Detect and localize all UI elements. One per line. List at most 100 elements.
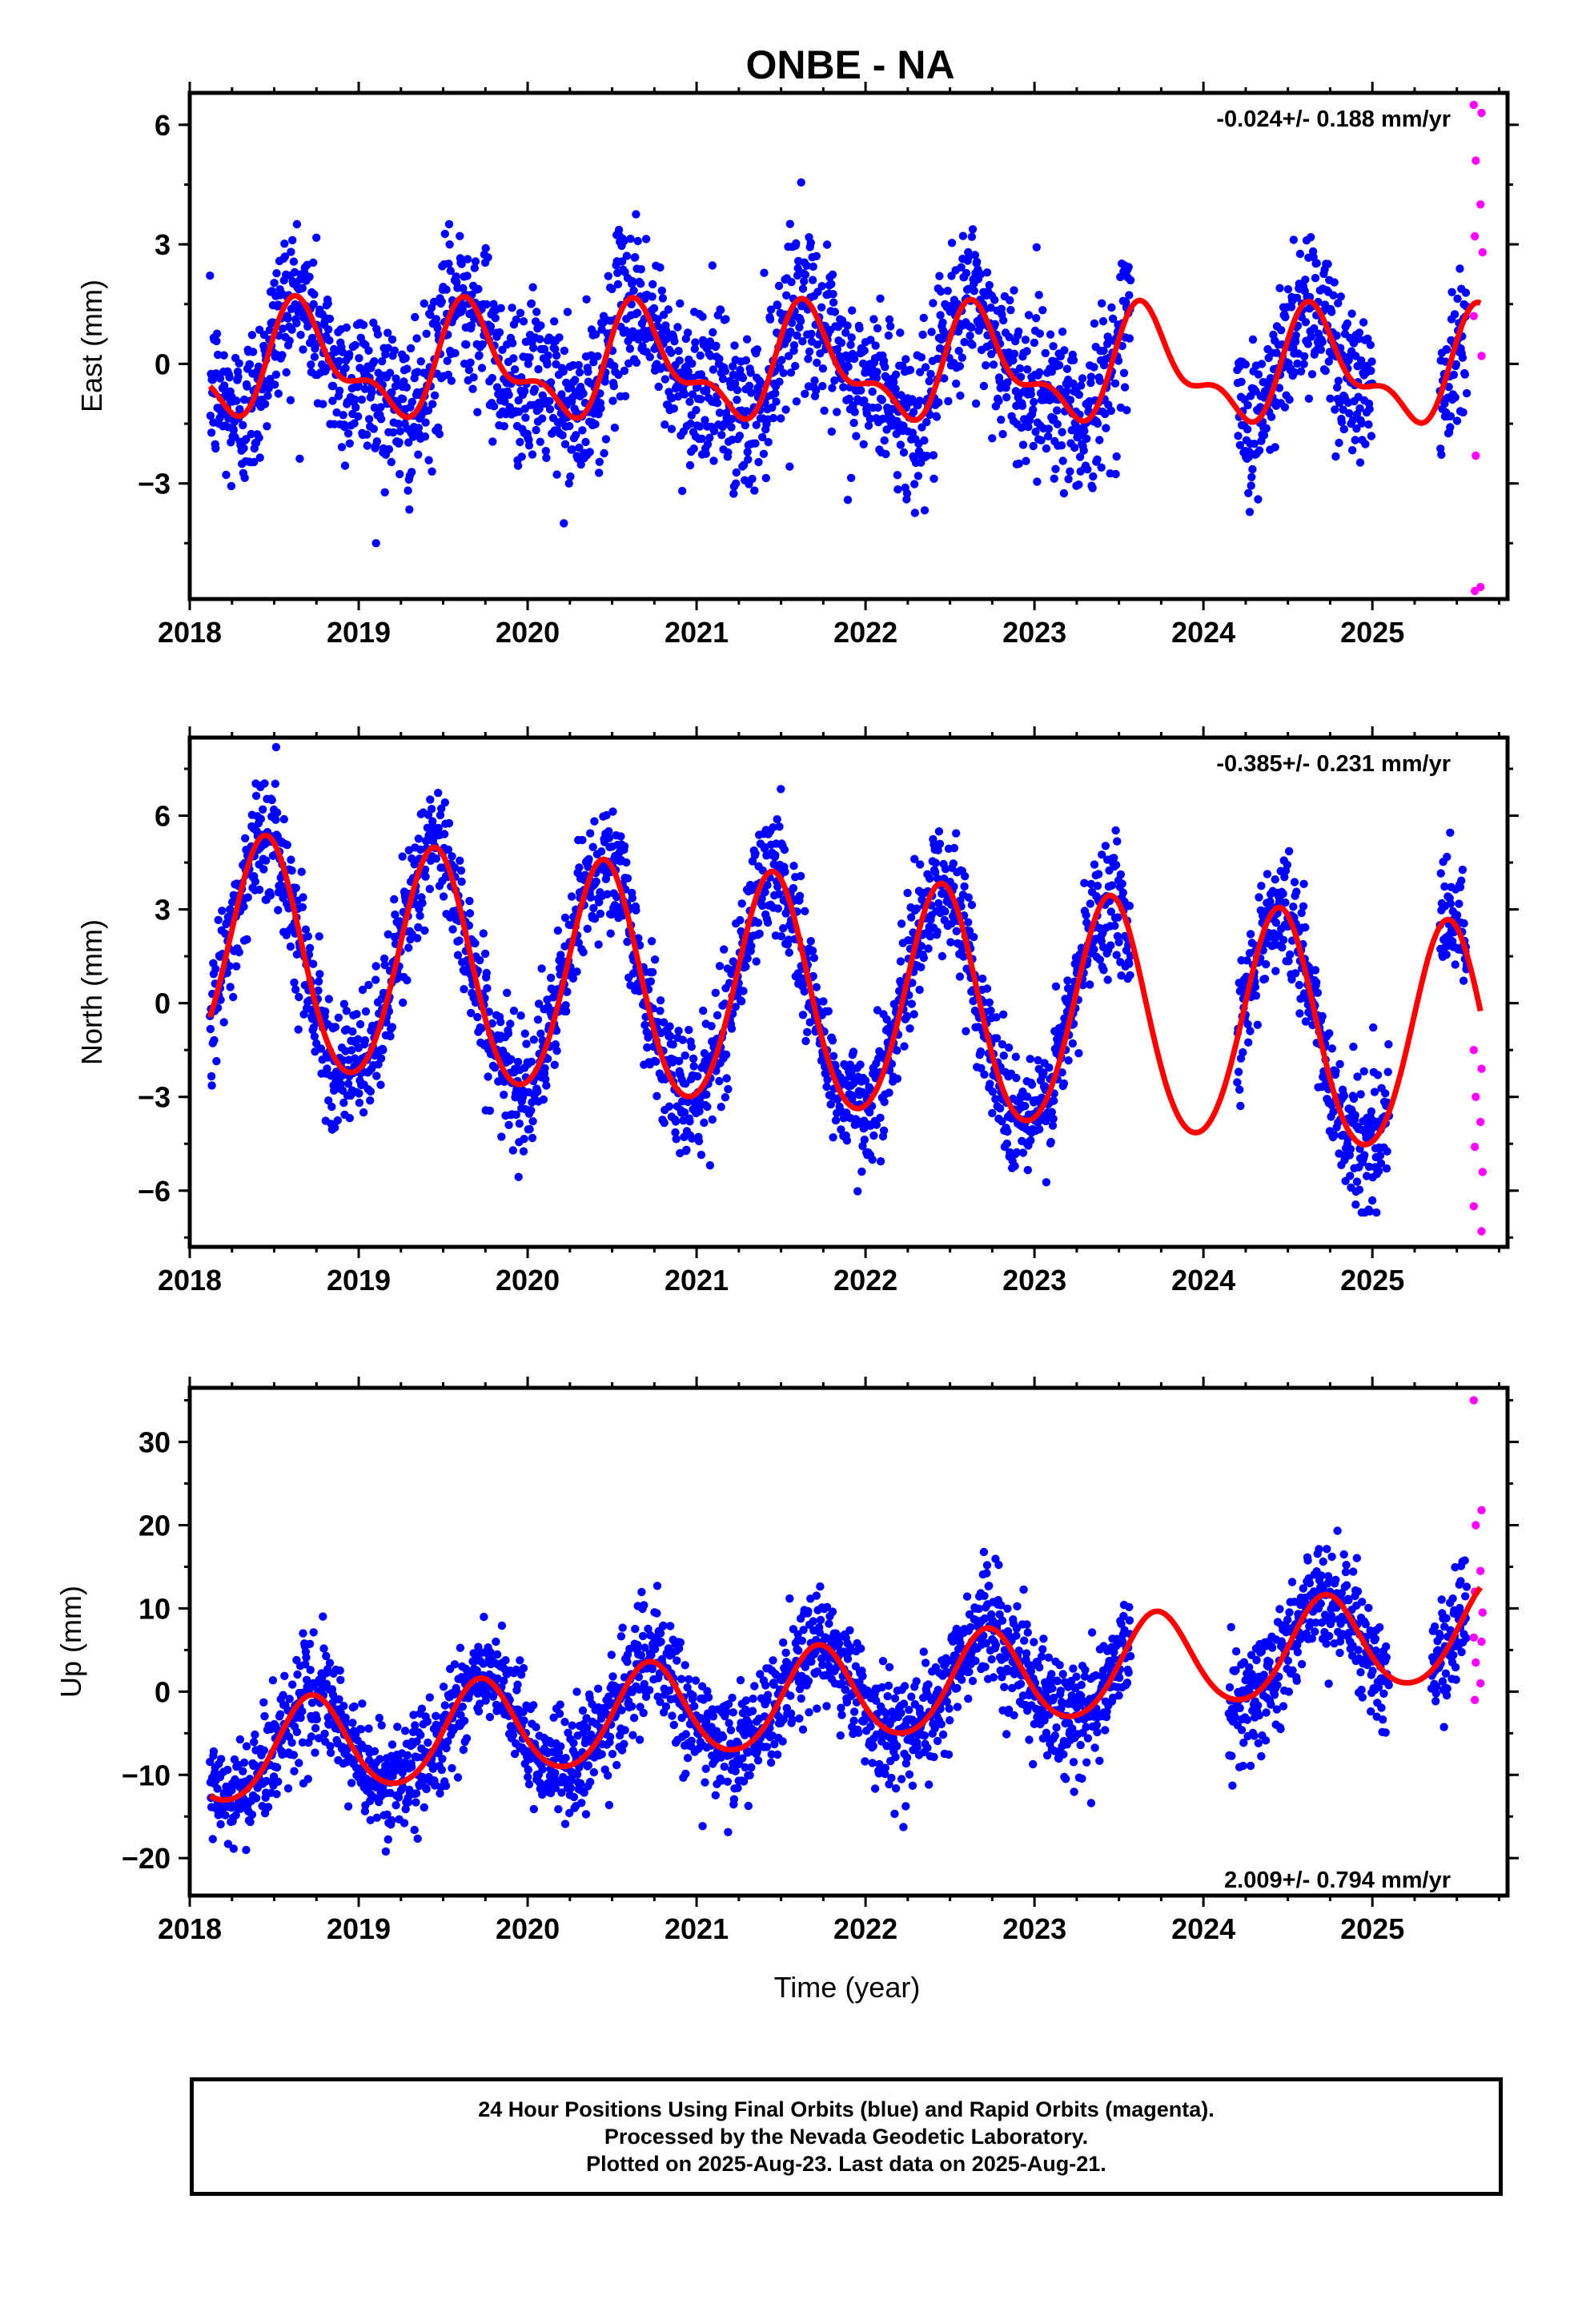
final-orbit-point xyxy=(944,396,953,406)
final-orbit-point xyxy=(503,988,512,998)
final-orbit-point xyxy=(335,386,344,396)
final-orbit-point xyxy=(743,954,752,963)
final-orbit-point xyxy=(828,1036,837,1045)
final-orbit-point xyxy=(820,406,829,415)
final-orbit-point xyxy=(470,314,479,324)
final-orbit-point xyxy=(660,1118,669,1128)
final-orbit-point xyxy=(477,1023,486,1033)
final-orbit-point xyxy=(555,333,564,342)
final-orbit-point xyxy=(680,1108,689,1117)
final-orbit-point xyxy=(355,1098,364,1108)
final-orbit-point xyxy=(1111,469,1120,479)
final-orbit-point xyxy=(636,279,645,288)
final-orbit-point xyxy=(807,329,816,339)
final-orbit-point xyxy=(229,425,238,435)
final-orbit-point xyxy=(278,324,287,333)
final-orbit-point xyxy=(1124,263,1133,271)
final-orbit-point xyxy=(305,943,315,953)
final-orbit-point xyxy=(978,974,987,983)
final-orbit-point xyxy=(970,932,978,942)
final-orbit-point xyxy=(1281,312,1290,322)
y-tick-label: 3 xyxy=(155,894,171,927)
final-orbit-point xyxy=(534,999,544,1008)
final-orbit-point xyxy=(1099,346,1108,356)
final-orbit-point xyxy=(1259,431,1269,440)
final-orbit-point xyxy=(1097,463,1106,472)
final-orbit-point xyxy=(1365,404,1374,413)
final-orbit-point xyxy=(891,370,901,379)
final-orbit-point xyxy=(1030,338,1039,348)
final-orbit-point xyxy=(1114,913,1122,922)
final-orbit-point xyxy=(837,338,846,348)
final-orbit-point xyxy=(784,935,793,944)
final-orbit-point xyxy=(720,945,729,954)
final-orbit-point xyxy=(280,252,290,261)
final-orbit-point xyxy=(255,453,264,462)
final-orbit-point xyxy=(681,1051,689,1060)
final-orbit-point xyxy=(751,849,760,858)
final-orbit-point xyxy=(522,1039,531,1048)
final-orbit-point xyxy=(1453,294,1462,304)
final-orbit-point xyxy=(946,938,955,947)
final-orbit-point xyxy=(929,451,938,460)
final-orbit-point xyxy=(1375,1167,1383,1176)
final-orbit-point xyxy=(733,385,742,395)
final-orbit-point xyxy=(592,877,600,887)
rapid-orbit-point xyxy=(1476,200,1485,209)
final-orbit-point xyxy=(467,321,476,330)
final-orbit-point xyxy=(587,351,596,360)
final-orbit-point xyxy=(467,1008,476,1018)
final-orbit-point xyxy=(1056,352,1066,361)
final-orbit-point xyxy=(724,448,733,457)
final-orbit-point xyxy=(965,927,974,935)
final-orbit-point xyxy=(394,420,403,428)
final-orbit-point xyxy=(542,453,551,462)
final-orbit-point xyxy=(901,355,910,364)
final-orbit-point xyxy=(684,367,693,376)
final-orbit-point xyxy=(970,251,980,259)
final-orbit-point xyxy=(343,429,353,438)
final-orbit-point xyxy=(1301,1017,1311,1026)
final-orbit-point xyxy=(212,329,222,338)
final-orbit-point xyxy=(779,368,788,377)
final-orbit-point xyxy=(608,284,616,294)
final-orbit-point xyxy=(366,1087,375,1096)
final-orbit-point xyxy=(405,505,414,514)
final-orbit-point xyxy=(688,359,697,368)
final-orbit-point xyxy=(213,350,223,360)
rapid-orbit-point xyxy=(1477,1064,1486,1073)
final-orbit-point xyxy=(484,1072,492,1081)
final-orbit-point xyxy=(1325,1029,1334,1038)
final-orbit-point xyxy=(271,815,280,824)
final-orbit-point xyxy=(474,284,483,294)
final-orbit-point xyxy=(1062,364,1072,373)
final-orbit-point xyxy=(989,360,998,369)
final-orbit-point xyxy=(879,1126,889,1136)
final-orbit-point xyxy=(286,396,295,404)
final-orbit-point xyxy=(1023,1092,1032,1101)
final-orbit-point xyxy=(266,375,275,384)
final-orbit-point xyxy=(1444,383,1453,392)
final-orbit-point xyxy=(1058,328,1067,336)
final-orbit-point xyxy=(691,338,700,347)
final-orbit-point xyxy=(683,328,693,337)
final-orbit-point xyxy=(420,299,428,308)
final-orbit-point xyxy=(622,251,632,260)
final-orbit-point xyxy=(408,468,416,476)
final-orbit-point xyxy=(1066,467,1074,476)
final-orbit-point xyxy=(754,457,763,467)
rapid-orbit-point xyxy=(1470,1142,1480,1152)
x-tick-label: 2023 xyxy=(1002,1264,1066,1297)
final-orbit-point xyxy=(708,1115,717,1124)
final-orbit-point xyxy=(822,240,832,249)
final-orbit-point xyxy=(1006,306,1015,315)
final-orbit-point xyxy=(907,999,917,1008)
final-orbit-point xyxy=(780,845,789,854)
final-orbit-point xyxy=(818,364,828,373)
final-orbit-point xyxy=(457,259,466,268)
final-orbit-point xyxy=(625,344,635,353)
final-orbit-point xyxy=(670,337,679,346)
final-orbit-point xyxy=(967,323,976,332)
final-orbit-point xyxy=(1032,314,1041,323)
final-orbit-point xyxy=(360,384,370,393)
